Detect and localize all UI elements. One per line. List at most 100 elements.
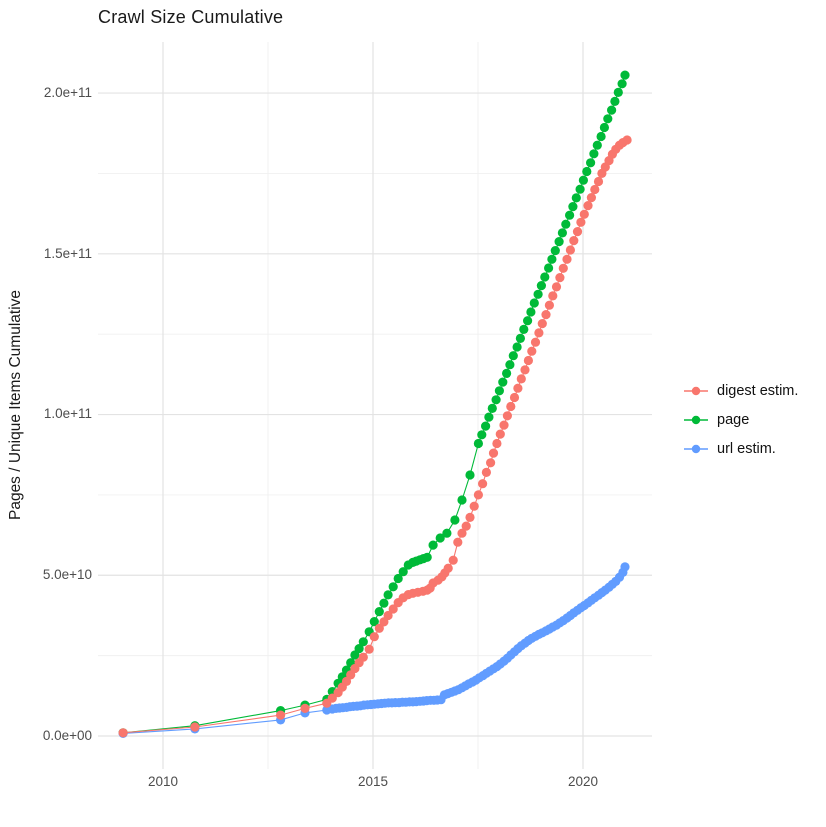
data-point [558,263,568,273]
data-point [547,254,557,264]
grid-major [98,42,652,769]
data-point [477,430,487,440]
y-tick-label: 5.0e+10 [42,567,92,582]
data-point [341,676,352,687]
y-tick-label: 0.0e+00 [42,728,92,743]
data-point [457,495,467,505]
data-point [435,533,445,543]
data-point [590,184,600,195]
series-line [123,74,626,734]
data-point [502,411,512,421]
y-tick-label: 1.0e+11 [43,406,92,421]
data-point [592,140,602,150]
data-point [502,368,512,378]
y-tick-label: 2.0e+11 [43,85,92,100]
data-point [509,392,520,403]
data-point [572,227,583,237]
data-point [620,70,630,80]
data-point [354,644,364,654]
data-point [583,201,593,211]
data-point [495,429,505,439]
data-point [523,355,534,366]
legend-item-url-estim: url estim. [681,439,776,459]
data-point [374,607,384,617]
data-point [622,135,632,145]
data-point [569,236,579,246]
data-point [443,563,453,573]
data-point [118,728,128,738]
data-point [398,567,408,577]
data-point [508,351,518,361]
data-point [544,263,554,273]
data-point [562,254,572,264]
data-point [465,470,475,480]
data-point [276,710,286,720]
data-point [617,79,627,89]
data-point [541,310,551,320]
data-point [550,246,560,256]
data-point [478,479,488,489]
data-point [586,158,596,168]
data-point [505,360,515,370]
data-point [369,632,379,642]
data-point [422,552,432,562]
data-point [571,193,581,203]
data-point [578,175,589,185]
data-point [607,105,617,115]
legend-item-digest-estim: digest estim. [681,381,798,401]
data-point [554,237,564,247]
data-point [557,228,568,238]
data-point [599,122,610,133]
data-point [530,337,541,347]
legend-key-icon [684,444,708,454]
data-point [548,291,558,301]
legend-item-page: page [681,410,749,430]
legend-item-label: url estim. [717,441,776,457]
data-point [589,149,599,159]
data-point [555,273,565,283]
data-point [506,401,516,412]
x-tick-label: 2020 [567,774,599,789]
data-point [516,374,526,384]
chart-title: Crawl Size Cumulative [98,7,284,27]
data-point [487,403,497,413]
data-point [379,598,389,608]
data-point [491,395,501,405]
data-point [534,328,544,338]
grid-minor [98,42,652,769]
data-point [515,333,526,343]
data-point [469,501,479,511]
data-point [579,209,589,219]
data-point [473,490,483,500]
data-point [453,537,463,547]
data-point [369,617,379,627]
data-point [488,448,499,458]
series-digest-estim [118,135,632,738]
data-point [388,582,398,592]
series-url-estim [118,562,630,739]
data-point [610,96,620,106]
data-point [484,412,494,422]
data-point [533,289,543,299]
data-point [481,421,491,431]
data-point [523,316,533,326]
data-point [457,528,467,538]
data-point [448,555,458,565]
data-point [576,217,586,227]
data-point [499,420,509,430]
y-tick-label: 1.5e+11 [43,246,92,261]
data-point [461,521,471,531]
data-point [498,377,508,387]
data-point [561,219,571,229]
data-point [596,131,606,142]
legend-key-icon [684,386,708,396]
data-point [388,604,398,614]
data-point [450,515,460,525]
legend-item-label: digest estim. [717,383,799,399]
data-point [383,610,393,621]
data-point [513,383,523,393]
data-point [442,528,452,538]
data-point [582,166,592,177]
data-point [544,300,555,310]
